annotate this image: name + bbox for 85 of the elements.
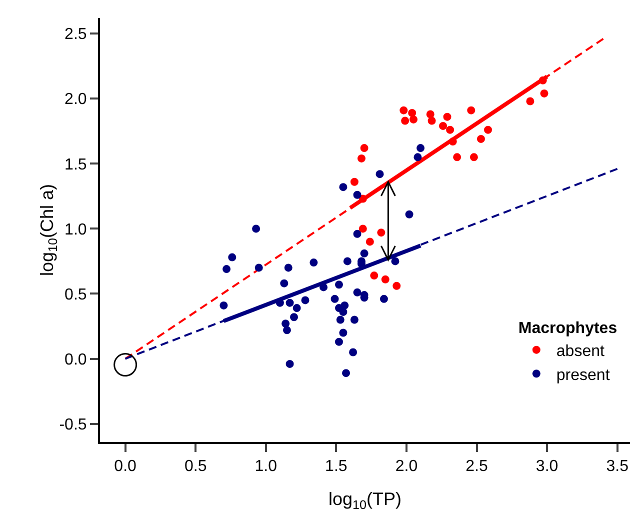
point [426, 110, 434, 118]
point [339, 183, 348, 192]
point [376, 170, 384, 178]
legend-title: Macrophytes [518, 320, 618, 337]
point [290, 313, 298, 322]
x-tick-label: 1.5 [325, 458, 348, 476]
y-tick-label: -0.5 [59, 416, 87, 434]
point [357, 154, 366, 162]
point [350, 178, 358, 186]
point [334, 338, 343, 346]
point [360, 249, 368, 258]
point [330, 294, 339, 303]
point [392, 282, 401, 290]
y-tick-label: 0.0 [64, 351, 87, 368]
point [349, 348, 358, 356]
y-tick-label: 2.5 [64, 26, 87, 44]
point [339, 328, 348, 337]
point [405, 210, 414, 218]
x-tick-label: 2.0 [395, 458, 418, 476]
point [286, 360, 294, 368]
point [538, 76, 547, 84]
point [540, 89, 548, 98]
point [280, 279, 288, 288]
point [400, 106, 408, 114]
point [401, 116, 410, 125]
point [370, 272, 378, 280]
point [453, 153, 462, 162]
point [340, 301, 349, 310]
y-tick-label: 0.5 [64, 286, 87, 304]
point [353, 190, 362, 199]
point [358, 194, 367, 203]
point [222, 265, 231, 274]
point [284, 264, 292, 272]
legend-label: present [556, 366, 610, 384]
point [380, 294, 388, 303]
point [292, 304, 301, 312]
point [526, 97, 534, 106]
point [408, 108, 416, 117]
point [448, 138, 457, 146]
point [358, 224, 367, 233]
point [336, 316, 344, 324]
y-tick-label: 1.0 [64, 221, 87, 238]
point [282, 320, 290, 328]
point [381, 275, 390, 284]
point [484, 126, 492, 134]
x-tick-label: 3.0 [536, 458, 558, 476]
point [366, 238, 374, 246]
point [360, 144, 368, 152]
point [254, 264, 263, 272]
point [428, 116, 436, 125]
x-tick-label: 3.5 [606, 458, 629, 476]
point [410, 115, 418, 124]
y-tick-label: 1.5 [64, 156, 87, 174]
point [343, 257, 352, 266]
point [443, 112, 452, 121]
point [334, 280, 343, 289]
x-tick-label: 2.5 [466, 458, 488, 476]
point [439, 122, 448, 130]
point [228, 253, 236, 262]
point [282, 326, 291, 334]
point [446, 126, 454, 134]
point [342, 369, 350, 378]
legend-label: absent [556, 343, 605, 360]
point [252, 224, 260, 233]
point [467, 106, 476, 114]
x-tick-label: 0.5 [184, 458, 207, 476]
y-tick-label: 2.0 [64, 91, 87, 108]
point [286, 298, 294, 307]
x-tick-label: 1.0 [254, 458, 278, 476]
point [377, 228, 386, 237]
point [416, 144, 425, 152]
point [350, 316, 358, 324]
point [414, 153, 422, 162]
point [476, 134, 485, 143]
point [353, 230, 362, 238]
point [391, 257, 400, 266]
x-axis-title: log$_{10}$(TP) [328, 489, 402, 512]
x-tick-label: 0.0 [114, 458, 137, 476]
point [470, 153, 478, 162]
point [353, 288, 362, 296]
point [310, 258, 318, 267]
point [320, 283, 328, 292]
point [339, 308, 348, 316]
point [301, 296, 310, 304]
point [220, 301, 228, 310]
